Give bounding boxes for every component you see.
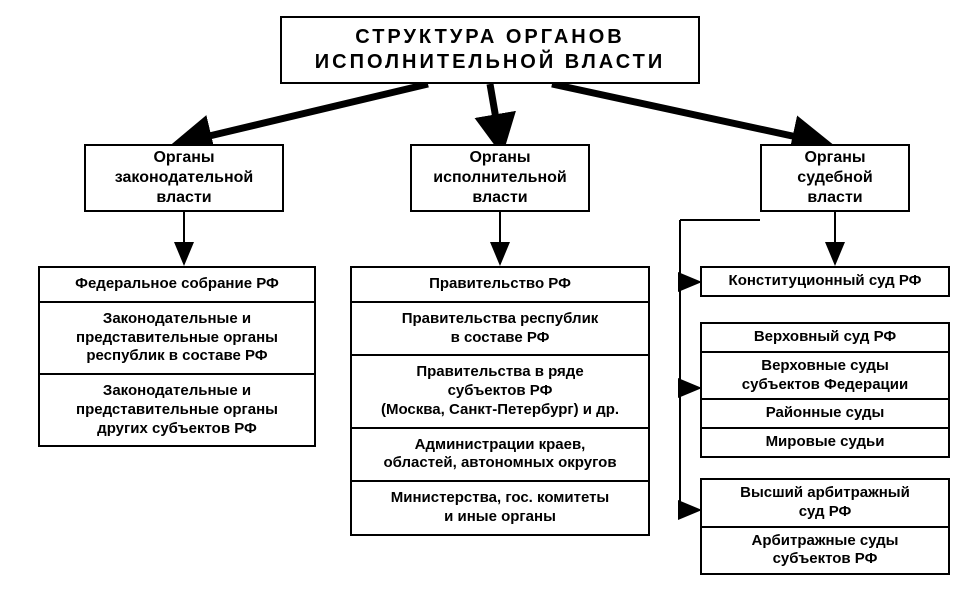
branch-header-judicial-label: Органысудебнойвласти (797, 148, 872, 208)
judicial-general-item: Верховный суд РФ (702, 324, 948, 353)
list-judicial-constitutional: Конституционный суд РФ (700, 266, 950, 297)
executive-item: Администрации краев,областей, автономных… (352, 429, 648, 483)
judicial-constitutional-item: Конституционный суд РФ (702, 268, 948, 295)
title-line1: СТРУКТУРА ОРГАНОВ (355, 26, 625, 48)
executive-item: Правительство РФ (352, 268, 648, 303)
branch-header-legislative-label: Органызаконодательнойвласти (115, 148, 254, 208)
list-judicial-general: Верховный суд РФВерховные судысубъектов … (700, 322, 950, 458)
executive-item: Правительства в рядесубъектов РФ(Москва,… (352, 356, 648, 428)
list-executive: Правительство РФПравительства республикв… (350, 266, 650, 536)
legislative-item: Законодательные ипредставительные органы… (40, 303, 314, 375)
list-legislative: Федеральное собрание РФЗаконодательные и… (38, 266, 316, 447)
diagram-canvas: СТРУКТУРА ОРГАНОВ ИСПОЛНИТЕЛЬНОЙ ВЛАСТИ … (0, 0, 974, 604)
legislative-item: Законодательные ипредставительные органы… (40, 375, 314, 445)
branch-header-judicial: Органысудебнойвласти (760, 144, 910, 212)
title-line2: ИСПОЛНИТЕЛЬНОЙ ВЛАСТИ (315, 51, 665, 73)
branch-header-executive: Органыисполнительнойвласти (410, 144, 590, 212)
judicial-arbitration-item: Арбитражные судысубъектов РФ (702, 528, 948, 574)
judicial-general-item: Районные суды (702, 400, 948, 429)
list-judicial-arbitration: Высший арбитражныйсуд РФАрбитражные суды… (700, 478, 950, 575)
branch-header-legislative: Органызаконодательнойвласти (84, 144, 284, 212)
judicial-general-item: Мировые судьи (702, 429, 948, 456)
executive-item: Министерства, гос. комитетыи иные органы (352, 482, 648, 534)
executive-item: Правительства республикв составе РФ (352, 303, 648, 357)
judicial-arbitration-item: Высший арбитражныйсуд РФ (702, 480, 948, 528)
diagram-title: СТРУКТУРА ОРГАНОВ ИСПОЛНИТЕЛЬНОЙ ВЛАСТИ (280, 16, 700, 84)
judicial-general-item: Верховные судысубъектов Федерации (702, 353, 948, 401)
legislative-item: Федеральное собрание РФ (40, 268, 314, 303)
branch-header-executive-label: Органыисполнительнойвласти (433, 148, 566, 208)
